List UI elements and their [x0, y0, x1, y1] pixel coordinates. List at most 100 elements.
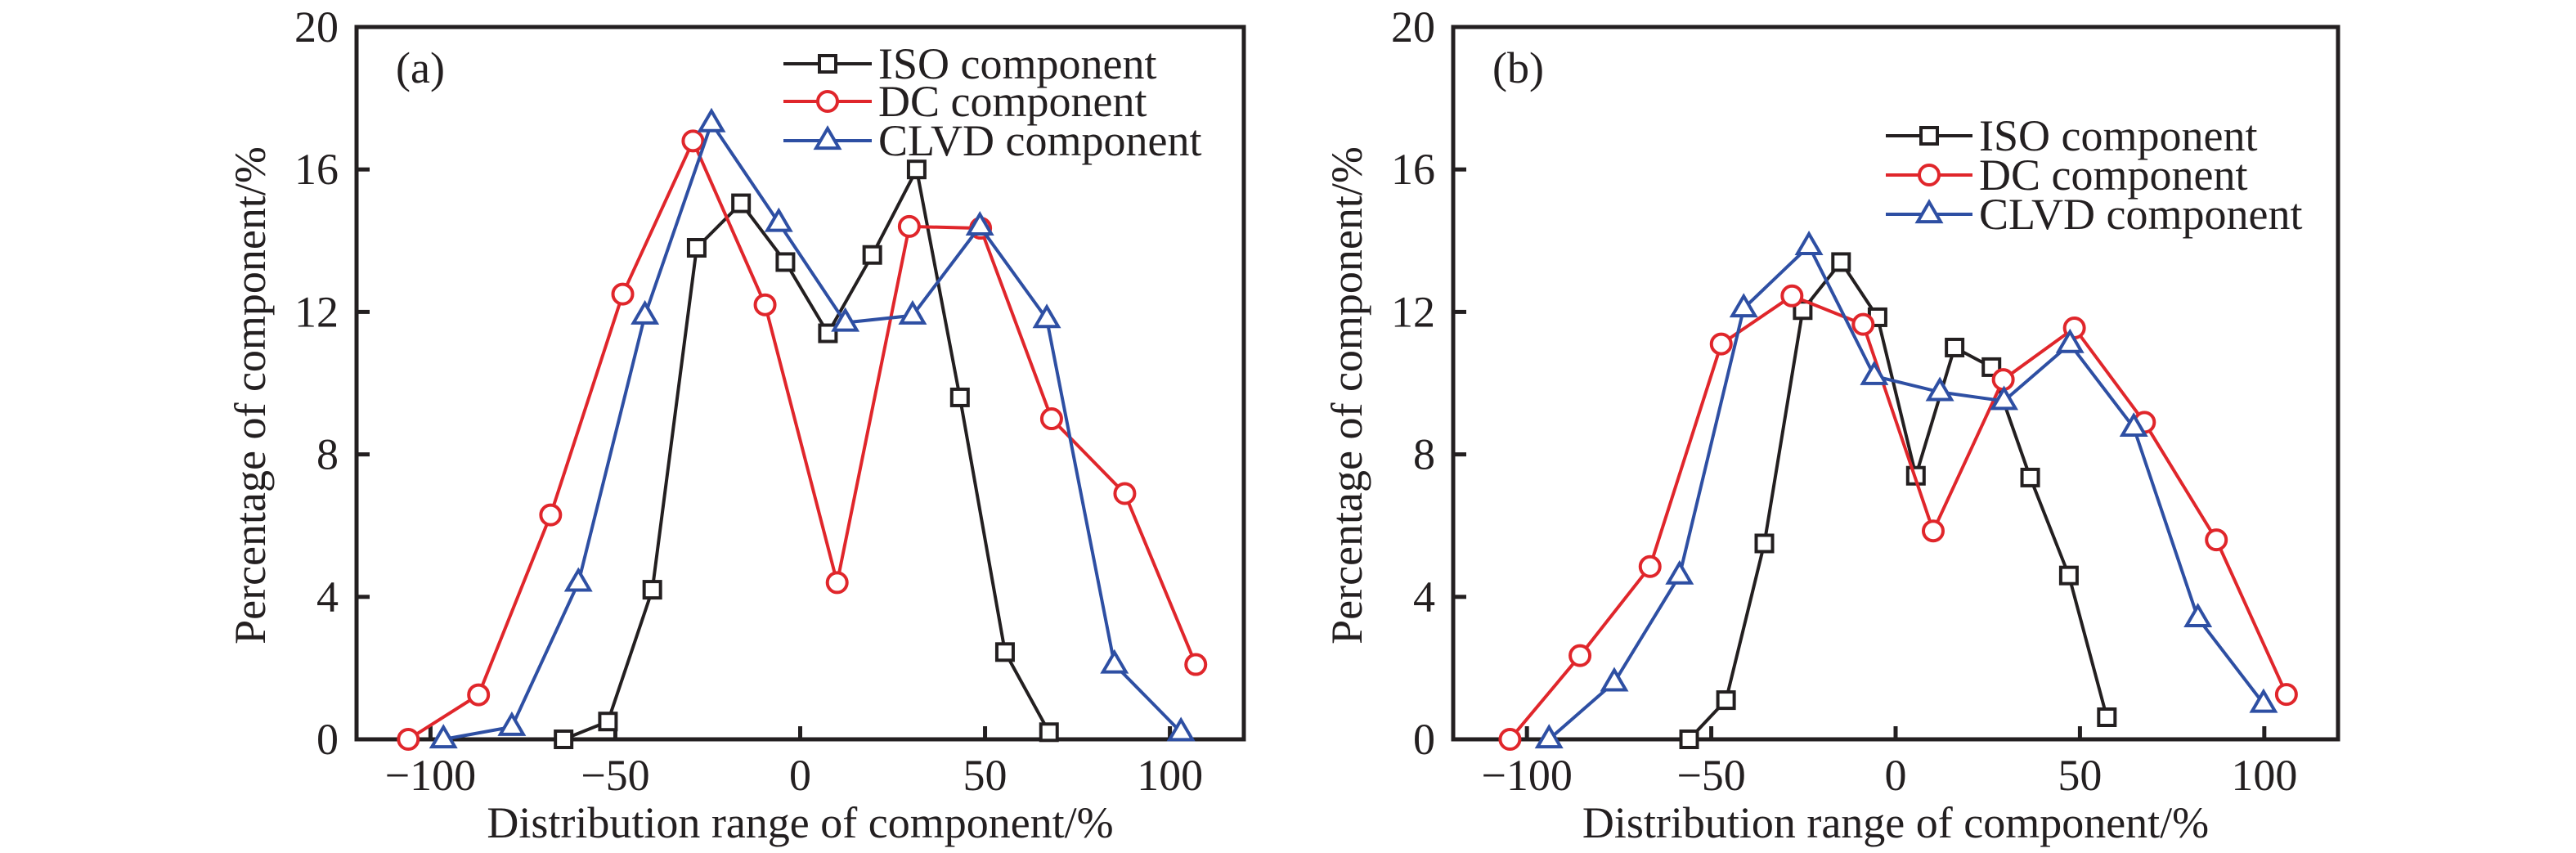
data-point [818, 323, 838, 343]
data-point [1945, 337, 1965, 357]
legend-marker-triangle-icon [813, 125, 842, 150]
data-point [1831, 252, 1851, 272]
data-point [1793, 300, 1813, 321]
series-line [442, 119, 1183, 741]
series-square [554, 159, 1059, 749]
data-point [831, 307, 860, 332]
legend-label: ISO component [1979, 111, 2257, 160]
data-point [1679, 730, 1699, 749]
series-triangle [429, 107, 1196, 749]
data-point [1184, 653, 1208, 676]
x-tick-label: −100 [1481, 751, 1572, 800]
data-point [764, 207, 793, 232]
data-point [1716, 690, 1736, 711]
data-point [598, 712, 618, 732]
legend-label: CLVD component [878, 116, 1201, 165]
data-point [1860, 360, 1889, 385]
panel-label: (b) [1492, 43, 1544, 92]
data-point [2249, 688, 2278, 713]
data-point [949, 387, 970, 407]
y-axis-title: Percentage of component/% [1322, 146, 1371, 644]
data-point [731, 193, 752, 213]
data-point [862, 245, 882, 265]
data-point [906, 159, 927, 180]
data-point [965, 211, 994, 236]
data-point [1166, 716, 1196, 742]
y-tick-label: 0 [316, 715, 339, 764]
data-point [2020, 467, 2040, 487]
data-point [897, 214, 921, 238]
series-line [1688, 259, 2109, 741]
y-tick-label: 0 [1413, 715, 1435, 764]
legend-marker-circle-icon [816, 90, 839, 113]
data-point [697, 107, 726, 132]
data-point [1925, 376, 1954, 402]
series-triangle [1534, 230, 2278, 749]
legend-marker-square-icon [818, 54, 837, 74]
data-point [2183, 603, 2213, 628]
x-tick-label: 100 [1137, 751, 1203, 800]
data-point [1665, 559, 1694, 585]
y-tick-label: 4 [1413, 572, 1435, 622]
legend-item: CLVD component [1886, 190, 2302, 239]
legend-label: DC component [1979, 150, 2247, 200]
data-point [539, 503, 563, 527]
data-point [1754, 533, 1775, 554]
data-point [681, 129, 705, 153]
legend-item: DC component [783, 77, 1147, 126]
data-point [1709, 332, 1733, 356]
legend-marker-triangle-icon [1914, 199, 1944, 224]
series-line [563, 164, 1051, 741]
data-point [686, 238, 707, 258]
data-point [2055, 328, 2085, 353]
x-tick-label: 50 [2058, 751, 2102, 800]
x-axis-title: Distribution range of component/% [1582, 798, 2209, 847]
data-point [2097, 707, 2117, 727]
data-point [1780, 284, 1804, 308]
x-axis-title: Distribution range of component/% [487, 798, 1113, 847]
data-point [1100, 649, 1129, 674]
x-tick-label: −50 [1676, 751, 1745, 800]
y-tick-label: 20 [294, 2, 339, 52]
data-point [642, 580, 662, 600]
legend-item: CLVD component [783, 116, 1201, 165]
data-point [554, 730, 574, 749]
data-point [1534, 724, 1564, 749]
data-point [1498, 728, 1522, 751]
series-line [1547, 243, 2265, 741]
y-tick-label: 16 [1391, 145, 1435, 194]
y-tick-label: 8 [1413, 430, 1435, 479]
chart-b: 0 4 8 12 16 20 −100 −50 0 50 100 Distribution range… [1322, 2, 2340, 847]
series-circle [397, 129, 1208, 751]
data-point [429, 724, 458, 749]
chart-a: 0 4 8 12 16 20 −100 −50 0 50 100 Distribution range… [226, 2, 1246, 847]
data-point [2119, 412, 2148, 438]
series-line [407, 137, 1198, 741]
data-point [1568, 644, 1592, 667]
panel-label: (a) [396, 43, 445, 92]
legend-item: DC component [1886, 150, 2247, 200]
legend-marker-square-icon [1919, 126, 1939, 146]
data-point [611, 282, 635, 306]
y-tick-label: 12 [1391, 287, 1435, 336]
y-tick-label: 8 [316, 430, 339, 479]
legend-marker-circle-icon [1918, 164, 1941, 186]
legend-item: ISO component [1886, 111, 2257, 160]
series-line [1508, 294, 2288, 741]
data-point [1794, 230, 1824, 255]
series-square [1679, 252, 2117, 749]
data-point [397, 728, 420, 751]
y-tick-label: 4 [316, 572, 339, 622]
y-axis-title: Percentage of component/% [226, 146, 275, 644]
y-tick-label: 12 [294, 287, 339, 336]
y-tick-label: 20 [1391, 2, 1435, 52]
x-tick-label: 0 [1885, 751, 1907, 800]
x-tick-label: 100 [2231, 751, 2297, 800]
data-point [1729, 293, 1758, 318]
legend-label: ISO component [878, 39, 1156, 88]
y-tick-label: 16 [294, 145, 339, 194]
data-point [1113, 482, 1137, 505]
data-point [825, 571, 849, 595]
data-point [1991, 368, 2015, 392]
